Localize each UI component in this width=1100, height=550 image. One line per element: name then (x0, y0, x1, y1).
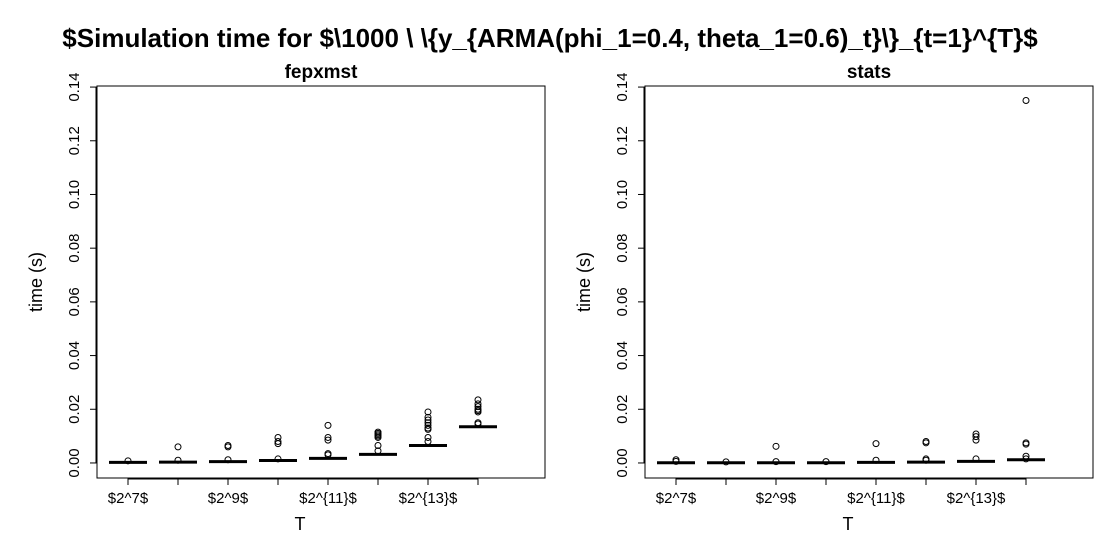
outlier (424, 425, 432, 433)
x-tick-label: $2^{13}$ (399, 490, 458, 507)
outlier (922, 439, 930, 447)
outlier (772, 442, 780, 450)
outlier (324, 433, 332, 441)
y-tick-label: 0.08 (66, 234, 83, 263)
outlier (374, 442, 382, 450)
outlier (224, 443, 232, 451)
outlier (474, 396, 482, 404)
x-tick-label: $2^{11}$ (299, 490, 357, 507)
outlier (872, 440, 880, 448)
x-tick-label: $2^9$ (208, 490, 249, 507)
panel-title: fepxmst (285, 62, 359, 83)
outlier (424, 413, 432, 421)
y-tick-label: 0.10 (614, 180, 631, 209)
x-tick-label: $2^{11}$ (847, 490, 905, 507)
y-tick-label: 0.06 (614, 287, 631, 316)
x-tick-label: $2^7$ (108, 490, 149, 507)
y-tick-label: 0.02 (66, 395, 83, 424)
plot-frame (96, 85, 546, 479)
panel-title: stats (847, 62, 891, 83)
outlier (972, 433, 980, 441)
outlier (274, 440, 282, 448)
outlier (424, 419, 432, 427)
y-tick-label: 0.04 (66, 341, 83, 370)
outlier (424, 433, 432, 441)
outlier (424, 437, 432, 445)
x-tick-label: $2^9$ (756, 490, 797, 507)
y-tick-label: 0.14 (614, 72, 631, 101)
outlier (1022, 96, 1030, 104)
plot-frame (644, 85, 1094, 479)
y-tick-label: 0.14 (66, 72, 83, 101)
x-tick-label: $2^7$ (656, 490, 697, 507)
y-tick-label: 0.02 (614, 395, 631, 424)
x-axis-label: T (843, 514, 854, 534)
outlier (324, 421, 332, 429)
outlier (424, 408, 432, 416)
y-tick-label: 0.06 (66, 287, 83, 316)
y-tick-label: 0.12 (614, 126, 631, 155)
y-tick-label: 0.04 (614, 341, 631, 370)
outlier (1022, 440, 1030, 448)
y-tick-label: 0.08 (614, 234, 631, 263)
outlier (324, 436, 332, 444)
y-axis-label: time (s) (574, 252, 594, 312)
outlier (274, 437, 282, 445)
outlier (174, 443, 182, 451)
x-axis-label: T (295, 514, 306, 534)
outlier (972, 436, 980, 444)
outlier (424, 416, 432, 424)
y-tick-label: 0.00 (66, 448, 83, 477)
y-axis-label: time (s) (26, 252, 46, 312)
y-tick-label: 0.10 (66, 180, 83, 209)
outlier (374, 433, 382, 441)
outlier (474, 408, 482, 416)
outlier (474, 403, 482, 411)
outlier (474, 400, 482, 408)
outlier (424, 421, 432, 429)
chart-title: $Simulation time for $\1000 \ \{y_{ARMA(… (62, 23, 1038, 53)
x-tick-label: $2^{13}$ (947, 490, 1006, 507)
y-tick-label: 0.12 (66, 126, 83, 155)
y-tick-label: 0.00 (614, 448, 631, 477)
